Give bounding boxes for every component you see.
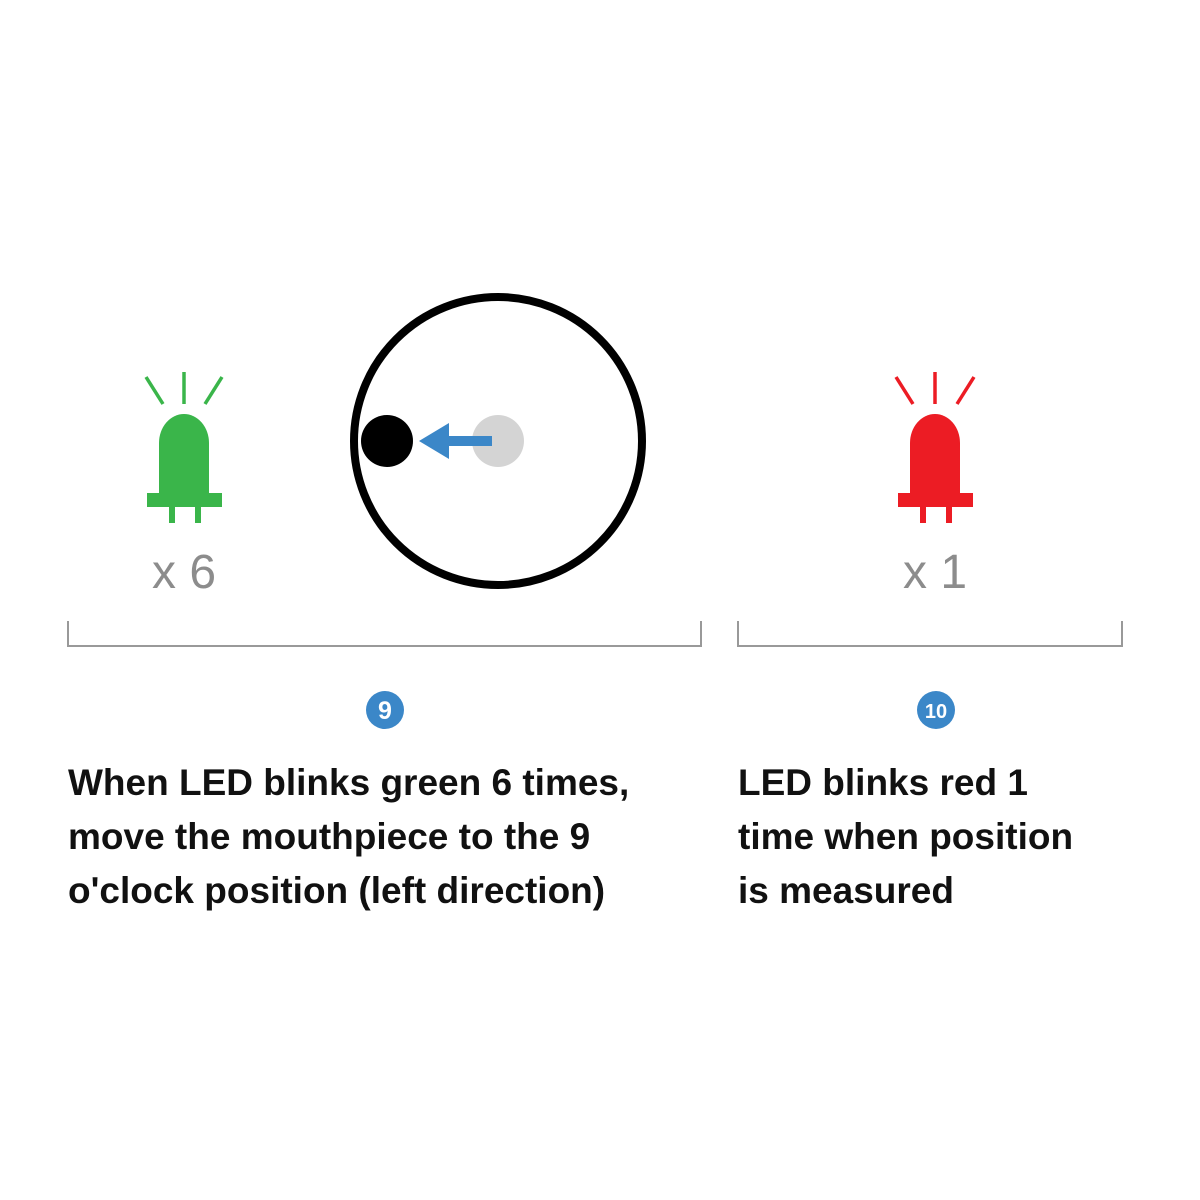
step-10-badge: 10	[917, 691, 955, 729]
step-9-line: o'clock position (left direction)	[68, 870, 606, 911]
mouthpiece-position-diagram	[350, 293, 646, 589]
left-arrow-icon	[419, 423, 492, 459]
step-9-badge: 9	[366, 691, 404, 729]
nine-oclock-position-dot	[361, 415, 413, 467]
red-count-label: x 1	[903, 546, 967, 599]
start-position-dot	[472, 415, 524, 467]
green-led-icon	[144, 372, 224, 523]
step-10-number: 10	[925, 701, 947, 723]
position-ring	[350, 293, 646, 589]
step-10-line: LED blinks red 1	[738, 762, 1028, 803]
step-10-line: is measured	[738, 870, 954, 911]
step-9-number: 9	[378, 697, 392, 725]
step-10-line: time when position	[738, 816, 1074, 857]
step-9-bracket	[67, 621, 702, 647]
step-10-bracket	[737, 621, 1123, 647]
red-led-icon	[894, 372, 976, 523]
step-9-description: When LED blinks green 6 times, move the …	[68, 756, 629, 918]
step-9-line: move the mouthpiece to the 9	[68, 816, 591, 857]
green-count-label: x 6	[152, 546, 216, 599]
step-9-line: When LED blinks green 6 times,	[68, 762, 630, 803]
step-10-description: LED blinks red 1 time when position is m…	[738, 756, 1073, 918]
